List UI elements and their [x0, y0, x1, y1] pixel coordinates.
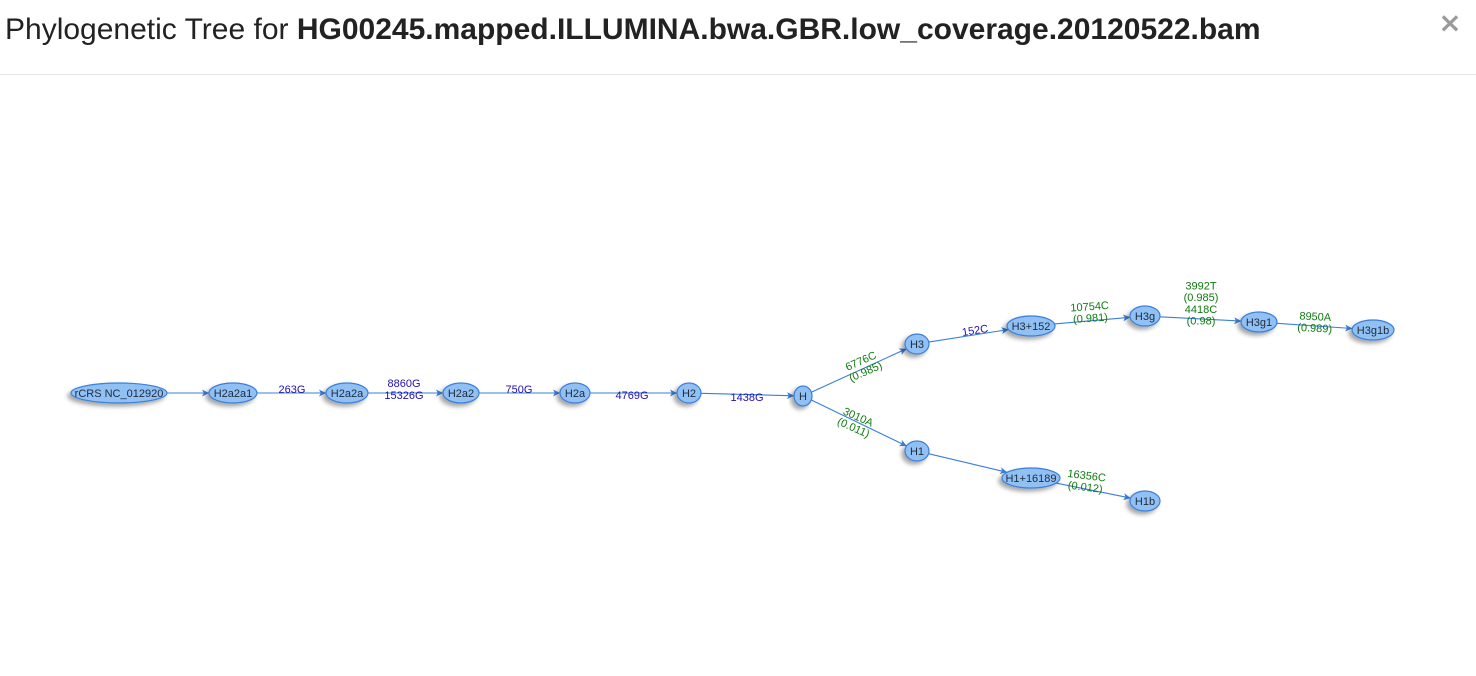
tree-node-h2a2a1[interactable]: H2a2a1: [208, 382, 258, 404]
edge-label-line: 3992T: [1185, 281, 1216, 293]
tree-node-shape: [442, 382, 480, 404]
tree-edge-h1_16189-h1b: [1055, 482, 1131, 501]
tree-edge-h3_152-h3g: [1054, 314, 1131, 325]
close-button[interactable]: ×: [1438, 6, 1462, 39]
tree-node-label: H3+152: [1012, 321, 1051, 333]
tree-edge-h-h1: [811, 399, 907, 447]
tree-node-h1_16189[interactable]: H1+16189: [1001, 467, 1061, 489]
tree-node-shape: [904, 440, 930, 462]
modal-title: Phylogenetic Tree for HG00245.mapped.ILL…: [5, 13, 1261, 47]
edge-label-line: 152C: [961, 323, 989, 339]
edges-layer: [167, 314, 1353, 501]
modal-header: Phylogenetic Tree for HG00245.mapped.ILL…: [0, 0, 1476, 75]
tree-node-label: H2a: [565, 388, 586, 400]
edge-label-line: 8950A: [1299, 310, 1332, 324]
edge-label-line: 15326G: [384, 390, 423, 402]
edge-label-h3_152-h3g: 10754C(0.981): [1070, 300, 1109, 326]
edge-label-line: (0.985): [1184, 292, 1219, 304]
tree-node-shape: [793, 385, 813, 407]
edge-label-h2a2a1-h2a2a: 263G: [279, 384, 306, 396]
tree-node-label: H2a2a: [331, 388, 364, 400]
tree-node-shape: [1240, 311, 1278, 333]
edge-label-line: 8860G: [387, 378, 420, 390]
tree-node-shape: [1129, 490, 1161, 512]
tree-node-h3g1b[interactable]: H3g1b: [1351, 319, 1395, 341]
tree-node-h3g[interactable]: H3g: [1129, 305, 1161, 327]
edge-label-h2a-h2: 4769G: [615, 390, 648, 402]
tree-node-shape: [559, 382, 591, 404]
tree-node-h1b[interactable]: H1b: [1129, 490, 1161, 512]
tree-edge-h1-h1_16189: [928, 453, 1008, 475]
edge-label-h3-h3_152: 152C: [961, 323, 989, 339]
tree-node-label: H2: [682, 388, 696, 400]
tree-node-h2a[interactable]: H2a: [559, 382, 591, 404]
tree-node-label: H2a2a1: [214, 388, 253, 400]
edge-label-line: (0.012): [1067, 480, 1103, 496]
tree-node-h[interactable]: H: [793, 385, 813, 407]
tree-node-shape: [1001, 467, 1061, 489]
edge-label-line: 263G: [279, 384, 306, 396]
tree-edge-h3g1-h3g1b: [1276, 322, 1353, 332]
edge-label-h2-h: 1438G: [730, 392, 763, 404]
edge-label-line: 4769G: [615, 390, 648, 402]
tree-node-h3[interactable]: H3: [904, 333, 930, 355]
edge-label-h-h3: 6776C(0.985): [844, 350, 884, 385]
edge-label-h3g1-h3g1b: 8950A(0.989): [1297, 310, 1332, 336]
edge-label-line: (0.981): [1073, 312, 1109, 326]
tree-node-h3_152[interactable]: H3+152: [1006, 315, 1056, 337]
tree-node-h3g1[interactable]: H3g1: [1240, 311, 1278, 333]
edge-label-line: 10754C: [1070, 300, 1109, 315]
tree-node-label: H2a2: [448, 388, 474, 400]
edge-label-line: (0.98): [1187, 315, 1216, 327]
tree-node-h2[interactable]: H2: [676, 382, 702, 404]
tree-node-label: H3g1b: [1357, 325, 1389, 337]
tree-node-label: H1b: [1135, 496, 1155, 508]
tree-node-label: H: [799, 391, 807, 403]
tree-node-h1[interactable]: H1: [904, 440, 930, 462]
tree-edge-h-h3: [811, 348, 907, 393]
tree-node-shape: [1351, 319, 1395, 341]
edge-label-line: 4418C: [1185, 304, 1217, 316]
tree-edge-h2-h: [700, 392, 795, 400]
tree-node-shape: [70, 382, 168, 404]
edge-label-line: 16356C: [1067, 468, 1107, 485]
tree-node-shape: [1129, 305, 1161, 327]
tree-node-label: H3g1: [1246, 317, 1272, 329]
edge-label-h-h1: 3010A(0.011): [835, 406, 875, 441]
title-prefix: Phylogenetic Tree for: [5, 13, 297, 46]
tree-node-label: rCRS NC_012920: [75, 388, 164, 400]
tree-node-shape: [676, 382, 702, 404]
edge-label-h3g-h3g1: 3992T(0.985)4418C(0.98): [1184, 281, 1219, 328]
tree-node-h2a2[interactable]: H2a2: [442, 382, 480, 404]
tree-node-rcrs[interactable]: rCRS NC_012920: [70, 382, 168, 404]
tree-node-shape: [1006, 315, 1056, 337]
edge-label-line: 1438G: [730, 392, 763, 404]
nodes-layer: rCRS NC_012920 H2a2a1 H2a2a H2a2 H2a H2 H H3 H3+…: [70, 305, 1395, 512]
title-filename: HG00245.mapped.ILLUMINA.bwa.GBR.low_cove…: [296, 13, 1261, 46]
tree-area: 263G 8860G 15326G 750G 4769G 1438G 6776C (0.985…: [0, 76, 1476, 676]
tree-node-label: H3: [910, 339, 924, 351]
tree-node-label: H1: [910, 446, 924, 458]
tree-edge-h3-h3_152: [928, 327, 1009, 343]
tree-node-shape: [208, 382, 258, 404]
edge-label-line: 750G: [506, 384, 533, 396]
tree-node-label: H1+16189: [1005, 473, 1056, 485]
tree-node-h2a2a[interactable]: H2a2a: [325, 382, 369, 404]
tree-node-label: H3g: [1135, 311, 1155, 323]
edge-label-line: (0.989): [1297, 322, 1332, 336]
tree-edge-h3g-h3g1: [1159, 316, 1242, 325]
edge-label-h1_16189-h1b: 16356C(0.012): [1067, 468, 1107, 496]
tree-node-shape: [325, 382, 369, 404]
tree-node-shape: [904, 333, 930, 355]
edge-label-h2a2-h2a: 750G: [506, 384, 533, 396]
